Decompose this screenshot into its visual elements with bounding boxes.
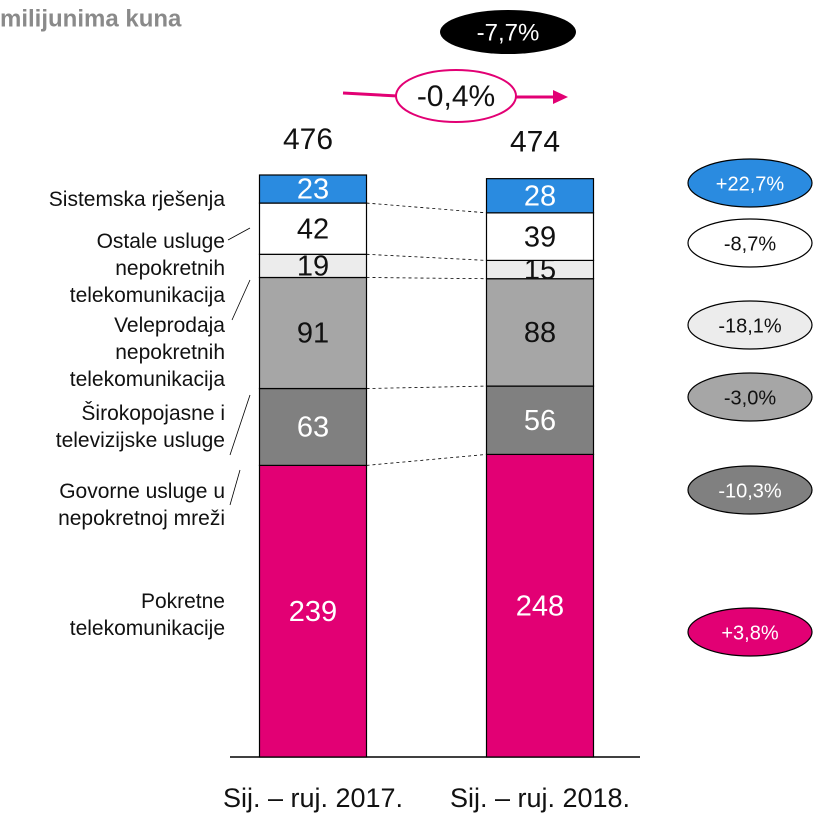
bar-segment [258,174,368,204]
series-label: Veleprodaja nepokretnih telekomunikacija [69,314,225,391]
connector [366,202,487,214]
data-label: 19 [297,251,329,283]
leader [231,279,251,321]
data-label: 88 [524,317,556,349]
change-label: -18,1% [718,315,782,337]
data-label: 39 [524,221,556,253]
x-tick-label: Sij. – ruj. 2018. [450,783,630,813]
total-label: 476 [283,123,333,156]
x-tick-label: Sij. – ruj. 2017. [223,783,403,813]
connector [366,385,487,389]
change-label: +22,7% [716,173,785,195]
change-badge [687,158,813,208]
change-label: -8,7% [724,233,776,255]
bar-segment [258,202,368,255]
total-change: -7,7% [477,19,540,46]
data-label: 28 [524,180,556,212]
arrow-head [553,90,568,104]
leader [227,227,251,241]
bar-segment [485,385,595,456]
chart-title: milijunima kuna [0,5,182,32]
connector [366,277,487,280]
change-badge [687,607,813,657]
change-label: +3,8% [721,622,778,644]
bar-segment [258,276,368,390]
bar-segment [485,212,595,262]
change-badge [687,300,813,350]
arrow-line [342,91,399,98]
avg-change-badge [395,69,517,123]
data-label: 42 [297,213,329,245]
change-badge [687,465,813,515]
data-label: 23 [297,174,329,206]
data-label: 239 [289,596,337,628]
change-label: -3,0% [724,387,776,409]
bar-segment [485,178,595,214]
change-badge [687,218,813,268]
bar-segment [258,387,368,466]
series-label: Sistemska rješenja [48,188,225,211]
data-label: 91 [297,318,329,350]
data-label: 248 [516,590,564,622]
leader [229,394,251,456]
series-label: Širokopojasne i televizijske usluge [55,402,225,452]
total-label: 474 [510,126,560,159]
bar-segment [258,464,368,758]
series-label: Pokretne telekomunikacije [69,590,225,640]
connector [366,253,487,261]
change-badge [687,372,813,422]
total-change-badge [440,10,576,54]
bar-segment [485,453,595,758]
avg-change: -0,4% [417,80,495,113]
data-label: 56 [524,405,556,437]
data-label: 63 [297,412,329,444]
change-label: -10,3% [718,480,782,502]
connector [366,454,487,466]
series-label: Govorne usluge u nepokretnoj mreži [58,480,225,530]
leader [229,469,241,506]
series-label: Ostale usluge nepokretnih telekomunikaci… [69,230,225,307]
